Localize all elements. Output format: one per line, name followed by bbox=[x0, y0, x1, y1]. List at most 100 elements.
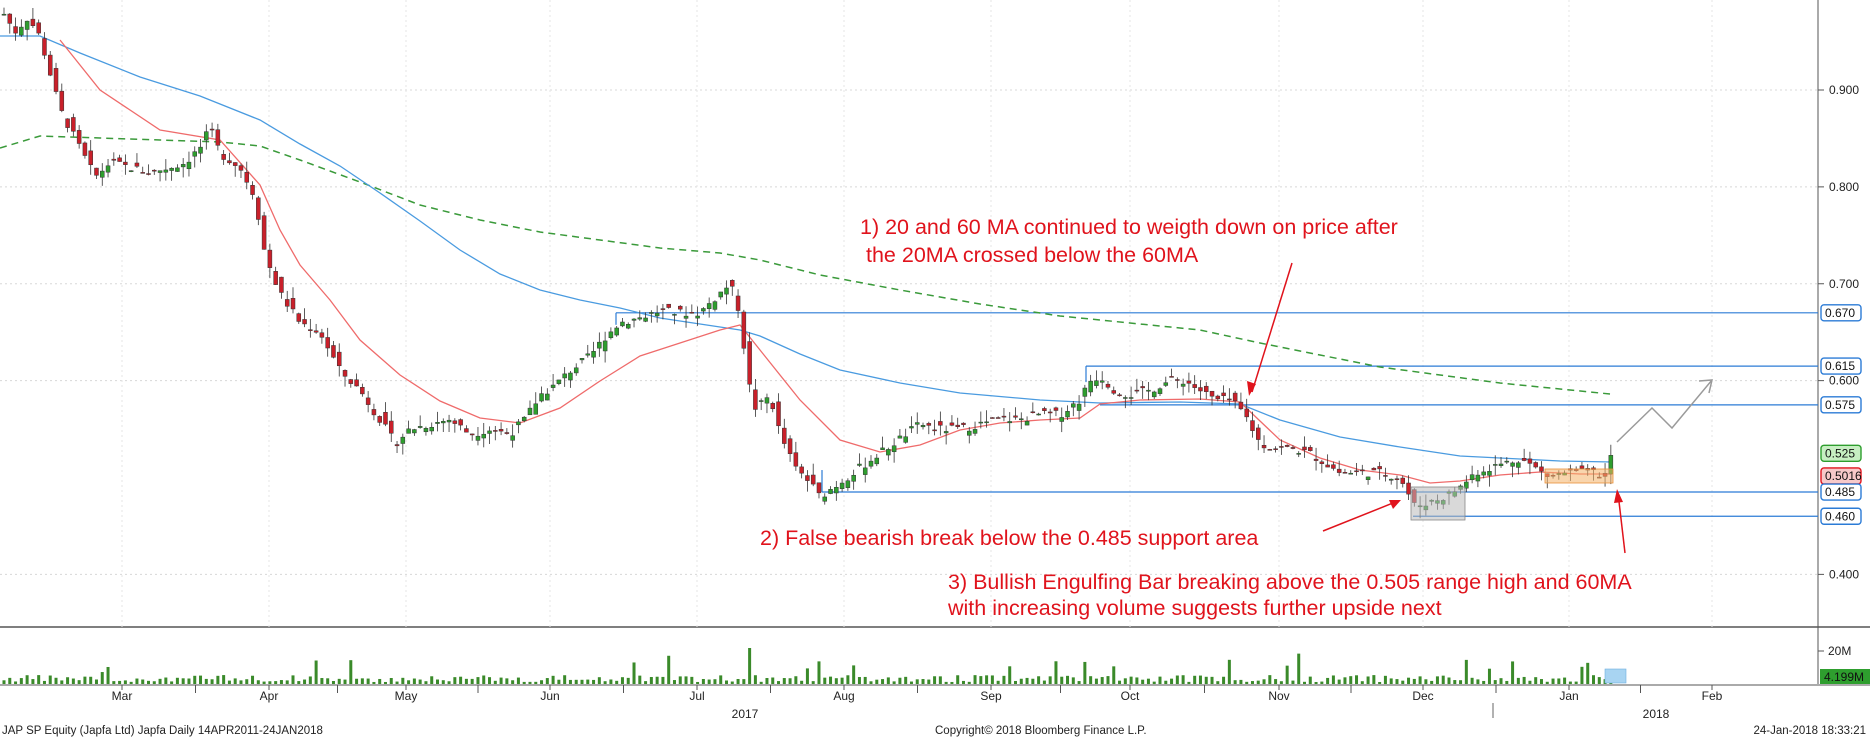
candle bbox=[273, 266, 278, 286]
candle bbox=[891, 438, 897, 463]
price-tag: 0.485 bbox=[1820, 483, 1862, 501]
candle bbox=[620, 318, 625, 328]
volume-bar bbox=[667, 655, 671, 684]
volume-bar bbox=[1060, 676, 1064, 684]
volume-bar bbox=[1453, 680, 1457, 684]
volume-bar bbox=[696, 681, 700, 684]
candle bbox=[701, 307, 706, 315]
volume-bar bbox=[707, 679, 711, 684]
volume-bar bbox=[1089, 676, 1093, 684]
candle bbox=[1308, 445, 1313, 452]
candle bbox=[157, 170, 163, 182]
volume-bar bbox=[71, 678, 75, 684]
candle bbox=[1331, 461, 1336, 471]
volume-bar bbox=[574, 679, 578, 684]
candle bbox=[1123, 395, 1128, 409]
volume-bar bbox=[459, 676, 463, 684]
candle bbox=[348, 378, 354, 388]
candle bbox=[654, 305, 660, 323]
volume-bar bbox=[753, 675, 757, 684]
candle bbox=[1180, 378, 1186, 396]
volume-highlight bbox=[1604, 668, 1627, 684]
candle bbox=[1256, 424, 1261, 451]
volume-bar bbox=[164, 677, 168, 684]
candle bbox=[319, 328, 325, 344]
volume-bar bbox=[944, 681, 948, 684]
volume-bar bbox=[1019, 678, 1023, 684]
volume-bar bbox=[175, 677, 179, 684]
candle bbox=[221, 150, 226, 165]
volume-bar bbox=[1401, 680, 1405, 684]
volume-bar bbox=[638, 675, 642, 684]
volume-bar bbox=[568, 679, 572, 684]
volume-bar bbox=[106, 666, 110, 684]
volume-bar bbox=[961, 680, 965, 684]
volume-bar bbox=[1216, 681, 1220, 684]
volume-bar bbox=[395, 681, 399, 684]
candle bbox=[967, 427, 972, 444]
footer-security: JAP SP Equity (Japfa Ltd) Japfa Daily 14… bbox=[2, 725, 323, 737]
volume-bar bbox=[349, 660, 353, 684]
volume-bar bbox=[522, 681, 526, 684]
candle bbox=[776, 393, 781, 434]
volume-bar bbox=[152, 681, 156, 684]
svg-text:0.485: 0.485 bbox=[1825, 485, 1855, 499]
candle bbox=[71, 113, 76, 137]
candle bbox=[816, 482, 822, 499]
candle bbox=[1539, 461, 1544, 481]
volume-bar bbox=[771, 677, 775, 684]
volume-bar bbox=[112, 681, 116, 684]
volume-bar bbox=[31, 679, 35, 684]
candle bbox=[949, 415, 955, 427]
volume-bar bbox=[1175, 675, 1179, 684]
candle bbox=[42, 32, 47, 60]
volume-bar bbox=[1031, 678, 1035, 684]
volume-bar bbox=[227, 680, 231, 684]
volume-bar bbox=[1303, 681, 1306, 684]
candle bbox=[1325, 454, 1330, 468]
annotation-arrow-1 bbox=[1251, 262, 1293, 393]
candle bbox=[1065, 405, 1070, 421]
candle bbox=[926, 421, 932, 435]
candle bbox=[834, 480, 839, 501]
x-tick-label: Dec bbox=[1412, 689, 1433, 703]
volume-bar bbox=[545, 678, 549, 684]
volume-bar bbox=[222, 675, 226, 684]
candle bbox=[1521, 448, 1527, 462]
volume-bar bbox=[216, 675, 220, 684]
candle bbox=[192, 146, 197, 168]
volume-bar bbox=[915, 679, 919, 684]
candle bbox=[412, 428, 417, 436]
candle bbox=[562, 367, 567, 387]
volume-bar bbox=[1077, 681, 1081, 684]
candle bbox=[1169, 368, 1174, 378]
candle bbox=[689, 304, 695, 314]
volume-bar bbox=[1551, 678, 1555, 684]
volume-bar bbox=[464, 678, 468, 684]
volume-bar bbox=[603, 681, 607, 684]
volume-bar bbox=[1412, 678, 1416, 684]
candle bbox=[365, 391, 371, 413]
svg-text:0.460: 0.460 bbox=[1825, 509, 1855, 523]
volume-bar bbox=[1499, 678, 1503, 684]
volume-bar bbox=[100, 672, 104, 684]
price-tag: 0.460 bbox=[1820, 507, 1862, 525]
volume-bar bbox=[736, 678, 740, 684]
candle bbox=[1284, 444, 1290, 448]
candle bbox=[498, 422, 504, 436]
candle bbox=[1001, 408, 1007, 422]
volume-bar bbox=[343, 679, 347, 684]
volume-bar bbox=[713, 679, 717, 684]
volume-bar bbox=[684, 676, 688, 684]
volume-bar bbox=[1516, 677, 1520, 684]
volume-bar bbox=[401, 677, 405, 684]
volume-bar bbox=[1557, 678, 1561, 684]
volume-bar bbox=[60, 680, 64, 684]
x-tick-label: Apr bbox=[260, 689, 279, 703]
volume-bar bbox=[1083, 661, 1087, 684]
candle bbox=[1036, 412, 1041, 416]
candle bbox=[325, 327, 330, 357]
year-label-2017: 2017 bbox=[732, 707, 759, 721]
candle bbox=[1302, 436, 1307, 458]
volume-bar bbox=[1592, 675, 1595, 684]
